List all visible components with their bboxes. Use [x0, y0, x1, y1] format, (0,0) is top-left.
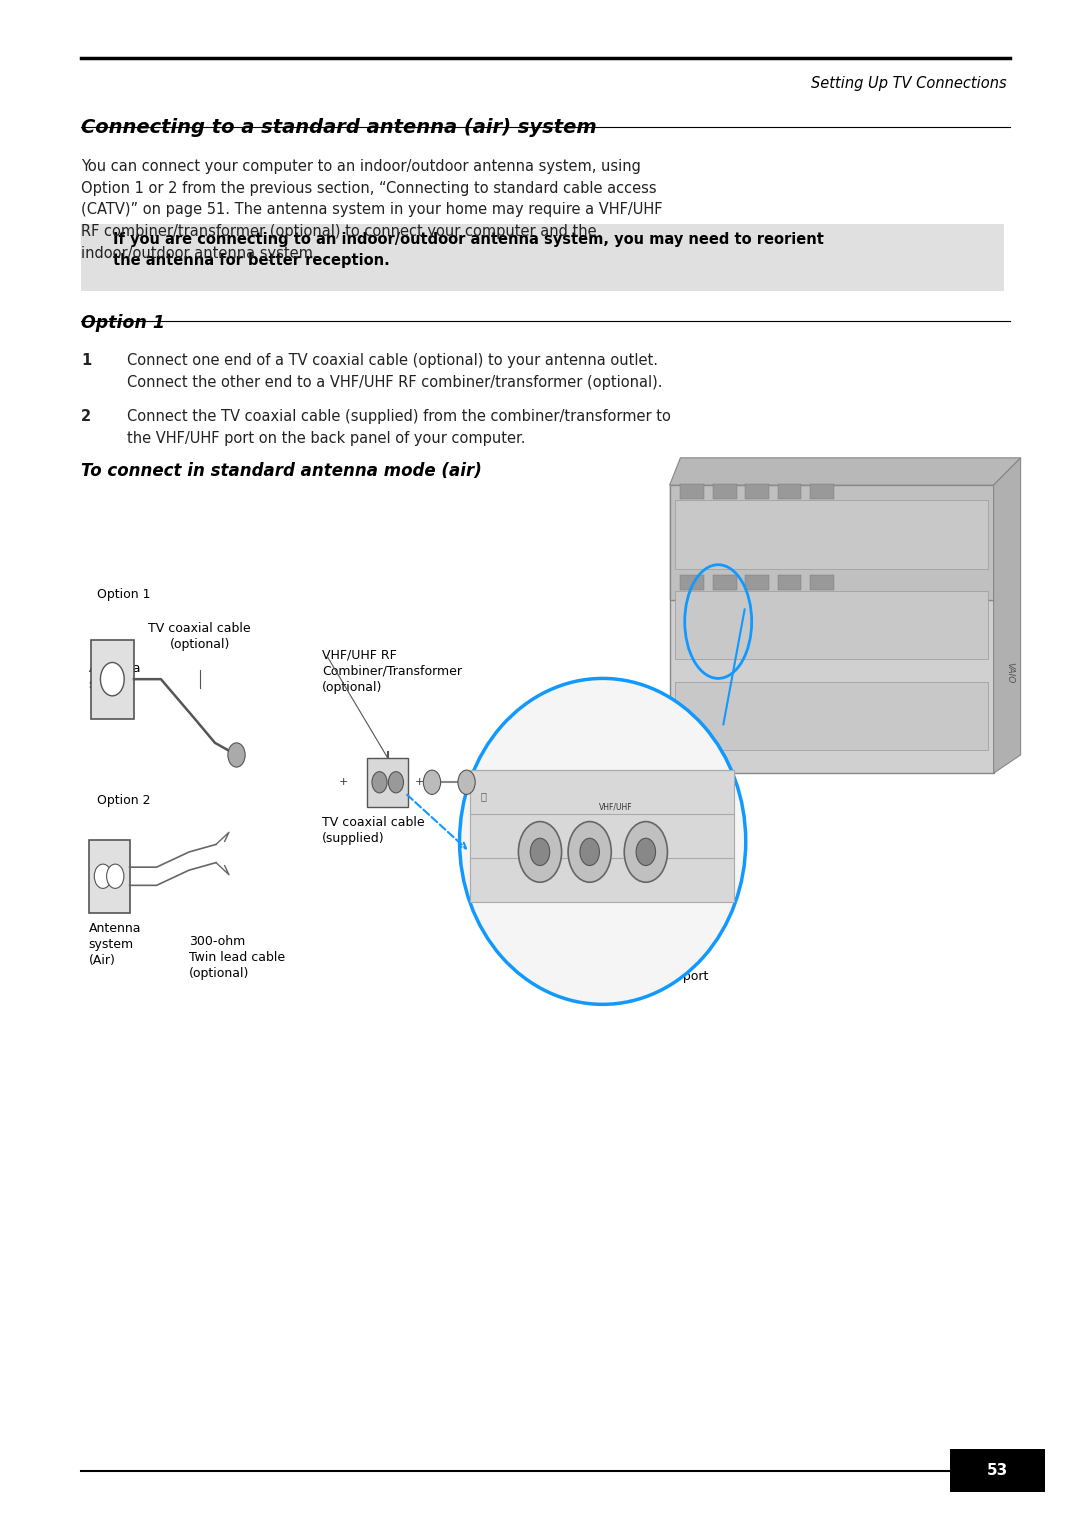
Bar — [950, 1449, 1045, 1492]
Text: ⎙: ⎙ — [481, 791, 487, 802]
Circle shape — [423, 770, 441, 794]
Text: +: + — [339, 778, 348, 787]
Bar — [713, 484, 737, 499]
Bar — [778, 552, 801, 567]
Circle shape — [580, 838, 599, 866]
Text: Antenna
system
(Air): Antenna system (Air) — [89, 922, 141, 967]
Bar — [670, 485, 994, 600]
Bar — [810, 484, 834, 499]
Bar — [675, 591, 988, 659]
Bar — [680, 506, 704, 522]
Bar — [367, 758, 408, 807]
Text: Option 1: Option 1 — [81, 314, 165, 332]
Bar — [745, 575, 769, 590]
FancyBboxPatch shape — [81, 224, 1004, 291]
Circle shape — [624, 822, 667, 882]
Bar — [745, 506, 769, 522]
Bar — [810, 506, 834, 522]
Circle shape — [372, 772, 387, 793]
Circle shape — [100, 662, 124, 696]
Circle shape — [568, 822, 611, 882]
Text: VAIO: VAIO — [1005, 661, 1014, 684]
Text: 1: 1 — [81, 353, 91, 368]
Bar — [745, 552, 769, 567]
Bar — [675, 500, 988, 568]
Text: Setting Up TV Connections: Setting Up TV Connections — [811, 76, 1007, 91]
Bar — [89, 840, 130, 913]
Text: 53: 53 — [987, 1463, 1009, 1478]
Bar — [675, 682, 988, 750]
Circle shape — [107, 864, 124, 888]
Ellipse shape — [460, 679, 746, 1005]
Bar — [778, 529, 801, 544]
Text: You can connect your computer to an indoor/outdoor antenna system, using
Option : You can connect your computer to an indo… — [81, 159, 662, 261]
Bar — [680, 552, 704, 567]
Circle shape — [518, 822, 562, 882]
Text: Option 2: Option 2 — [97, 794, 151, 808]
Text: 300-ohm
Twin lead cable
(optional): 300-ohm Twin lead cable (optional) — [189, 935, 285, 981]
Bar — [810, 552, 834, 567]
Bar — [713, 575, 737, 590]
Bar — [810, 529, 834, 544]
Text: +: + — [415, 778, 423, 787]
Text: Connecting to a standard antenna (air) system: Connecting to a standard antenna (air) s… — [81, 118, 597, 138]
Bar — [680, 529, 704, 544]
Circle shape — [228, 743, 245, 767]
Text: To connect in standard antenna mode (air): To connect in standard antenna mode (air… — [81, 462, 482, 481]
Circle shape — [530, 838, 550, 866]
Text: TV coaxial cable
(supplied): TV coaxial cable (supplied) — [322, 816, 424, 844]
Bar — [810, 575, 834, 590]
Polygon shape — [994, 458, 1021, 773]
Circle shape — [636, 838, 656, 866]
Bar — [778, 484, 801, 499]
Text: Option 1: Option 1 — [97, 588, 151, 602]
Bar — [91, 640, 134, 719]
Text: Connect the TV coaxial cable (supplied) from the combiner/transformer to
the VHF: Connect the TV coaxial cable (supplied) … — [127, 409, 672, 446]
Text: Antenna
system: Antenna system — [89, 662, 141, 691]
Circle shape — [458, 770, 475, 794]
Text: Connect one end of a TV coaxial cable (optional) to your antenna outlet.
Connect: Connect one end of a TV coaxial cable (o… — [127, 353, 663, 390]
Bar — [745, 529, 769, 544]
Circle shape — [94, 864, 111, 888]
Text: If you are connecting to an indoor/outdoor antenna system, you may need to reori: If you are connecting to an indoor/outdo… — [113, 232, 824, 268]
Bar — [713, 529, 737, 544]
Bar — [778, 575, 801, 590]
Bar — [713, 506, 737, 522]
Text: 2: 2 — [81, 409, 91, 424]
Bar — [470, 770, 734, 902]
Circle shape — [389, 772, 404, 793]
Bar — [680, 484, 704, 499]
Bar — [713, 552, 737, 567]
Bar — [778, 506, 801, 522]
Bar — [680, 575, 704, 590]
Polygon shape — [670, 458, 1021, 485]
Text: VHF/UHF: VHF/UHF — [598, 802, 633, 811]
Bar — [745, 484, 769, 499]
Bar — [670, 485, 994, 773]
Text: TV coaxial cable
(optional): TV coaxial cable (optional) — [148, 622, 252, 650]
Text: VHF/UHF RF
Combiner/Transformer
(optional): VHF/UHF RF Combiner/Transformer (optiona… — [322, 649, 462, 694]
Text: VHF/UHF port: VHF/UHF port — [624, 970, 708, 984]
